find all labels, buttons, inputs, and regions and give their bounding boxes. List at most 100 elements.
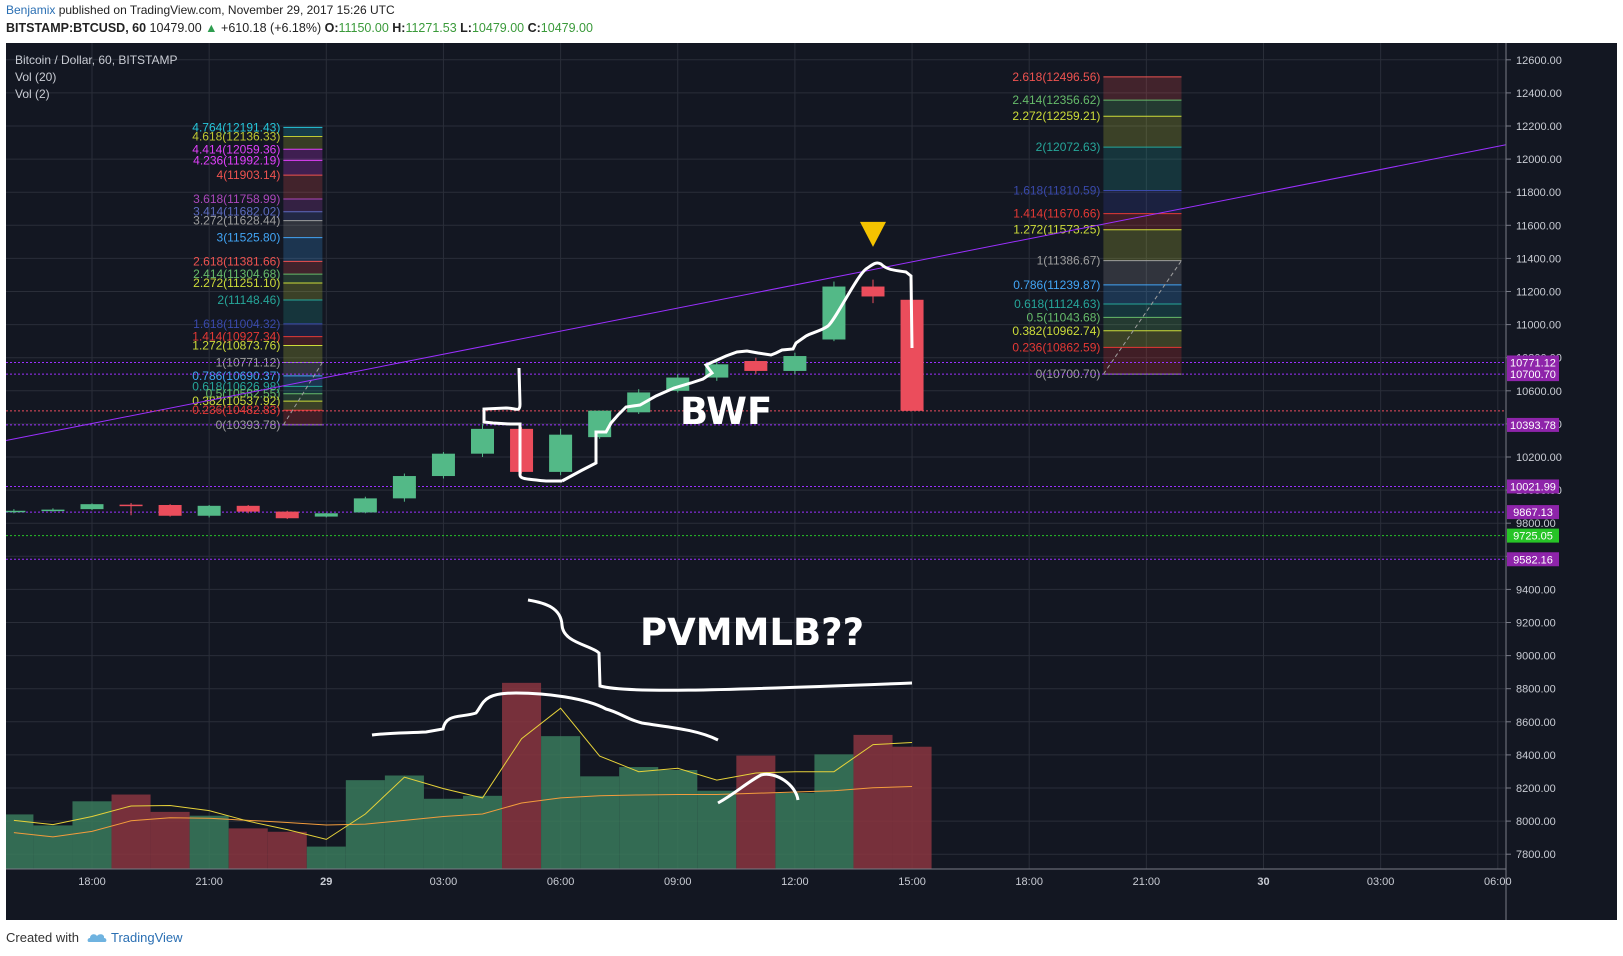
- candle-body: [861, 286, 885, 297]
- candle-body: [275, 511, 299, 519]
- fib-right-level-label: 1(11386.67): [1037, 254, 1101, 268]
- fib-left-level-label: 1.272(10873.76): [192, 338, 280, 352]
- volume-bar: [697, 790, 737, 869]
- candle-body: [471, 428, 494, 454]
- price-tick-label: 12200.00: [1516, 121, 1562, 133]
- fib-left-level-label: 0.236(10482.83): [192, 403, 280, 417]
- fib-left-band: [283, 393, 323, 402]
- time-tick-label: 30: [1257, 876, 1269, 888]
- fib-left-band: [283, 160, 323, 176]
- tradingview-link[interactable]: TradingView: [110, 930, 183, 945]
- time-tick-label: 21:00: [1133, 876, 1161, 888]
- last-price: 10479.00: [149, 21, 202, 35]
- fib-right-band: [1103, 317, 1182, 331]
- volume-bar: [423, 798, 463, 869]
- down-arrow-marker: [860, 221, 886, 247]
- fib-left-level-label: 2(11148.46): [217, 293, 280, 307]
- freehand-bracket-left: [482, 367, 562, 483]
- open-label: O:: [324, 21, 339, 35]
- candle-body: [900, 299, 924, 411]
- fib-right-band: [1103, 116, 1182, 148]
- fib-left-level-label: 3.414(11682.02): [193, 205, 280, 219]
- candle-body: [80, 504, 104, 510]
- price-tick-label: 10600.00: [1516, 386, 1562, 398]
- price-tick-label: 11600.00: [1516, 220, 1561, 232]
- fib-left-level-label: 4.414(12059.36): [192, 142, 280, 156]
- time-tick-label: 03:00: [1367, 876, 1395, 888]
- price-tick-label: 11000.00: [1516, 320, 1561, 332]
- fib-right-level-label: 1.618(11810.59): [1013, 183, 1100, 197]
- time-tick-label: 18:00: [78, 876, 106, 888]
- fib-left-level-label: 2.618(11381.66): [193, 254, 280, 268]
- close-label: C:: [527, 21, 541, 35]
- price-label-text: 10021.99: [1510, 481, 1556, 493]
- fib-right-level-label: 0.786(11239.87): [1013, 278, 1100, 292]
- price-label-text: 9582.16: [1513, 554, 1553, 566]
- candle-body: [510, 428, 534, 472]
- volume-bar: [462, 795, 503, 869]
- volume-bar: [306, 846, 346, 869]
- fib-right-band: [1103, 284, 1182, 304]
- volume-bar: [33, 825, 73, 869]
- low-value: 10479.00: [471, 21, 525, 35]
- candle-body: [197, 505, 221, 516]
- legend-vol20[interactable]: Vol (20): [15, 70, 57, 84]
- fib-left-band: [283, 401, 323, 411]
- price-chart[interactable]: 4.764(12191.43)4.618(12136.33)4.414(1205…: [6, 43, 1617, 920]
- price-tick-label: 11400.00: [1516, 253, 1561, 265]
- fib-right-band: [1103, 303, 1182, 318]
- price-label-box: [1507, 505, 1559, 520]
- time-tick-label: 29: [320, 876, 332, 888]
- volume-bars: [6, 682, 932, 869]
- fib-right-level-label: 0(10700.70): [1036, 367, 1101, 381]
- trendline: [6, 142, 1518, 441]
- price-tick-label: 9000.00: [1516, 651, 1556, 663]
- candle-body: [392, 476, 416, 499]
- fib-left-band: [283, 127, 323, 137]
- published-text: published on TradingView.com, November 2…: [58, 3, 395, 17]
- fib-right-level-label: 0.618(11124.63): [1014, 297, 1100, 311]
- time-tick-label: 06:00: [547, 876, 575, 888]
- candle-body: [822, 286, 846, 340]
- chart-background: [6, 43, 1617, 920]
- price-change: +610.18 (+6.18%): [221, 21, 322, 35]
- fib-right-band: [1103, 260, 1182, 285]
- price-tick-label: 10200.00: [1516, 452, 1562, 464]
- price-tick-label: 12400.00: [1516, 88, 1562, 100]
- footer: Created with TradingView: [6, 930, 183, 945]
- volume-bar: [502, 682, 542, 869]
- high-label: H:: [392, 21, 406, 35]
- quote-line: BITSTAMP:BTCUSD, 60 10479.00 ▲ +610.18 (…: [6, 21, 593, 35]
- volume-bar: [150, 811, 190, 869]
- volume-bar: [619, 767, 659, 869]
- freehand-drawings: BWF PVMMLB??: [371, 261, 914, 805]
- publish-line: Benjamix published on TradingView.com, N…: [6, 3, 395, 17]
- volume-bar: [111, 794, 151, 869]
- candle-body: [744, 361, 768, 371]
- price-label-box: [1507, 367, 1559, 382]
- fib-left-level-label: 1.618(11004.32): [193, 317, 280, 331]
- fib-left-band: [283, 410, 323, 425]
- fib-left-band: [283, 198, 323, 212]
- price-tick-label: 9800.00: [1516, 518, 1556, 530]
- fib-left-level-label: 2.272(11251.10): [193, 276, 280, 290]
- candle-body: [41, 509, 65, 512]
- high-value: 11271.53: [405, 21, 457, 35]
- fib-right-band: [1103, 347, 1182, 375]
- fib-left-band: [283, 220, 323, 238]
- fib-left-level-label: 0.786(10690.37): [192, 369, 280, 383]
- fib-left-band: [283, 149, 323, 161]
- volume-ma2-line: [13, 707, 913, 840]
- fib-left-band: [283, 261, 323, 275]
- price-tick-label: 11800.00: [1516, 187, 1561, 199]
- fib-left-diagonal: [282, 362, 323, 426]
- fib-left-band: [283, 323, 323, 337]
- legend-vol2[interactable]: Vol (2): [15, 87, 50, 101]
- price-tick-label: 8800.00: [1516, 684, 1556, 696]
- author-link[interactable]: Benjamix: [6, 3, 56, 17]
- freehand-overhead-curve: [527, 598, 913, 692]
- fib-right-level-label: 0.5(11043.68): [1027, 310, 1101, 324]
- price-tick-label: 9400.00: [1516, 584, 1556, 596]
- candle-body: [431, 453, 455, 477]
- price-label-box: [1507, 552, 1559, 567]
